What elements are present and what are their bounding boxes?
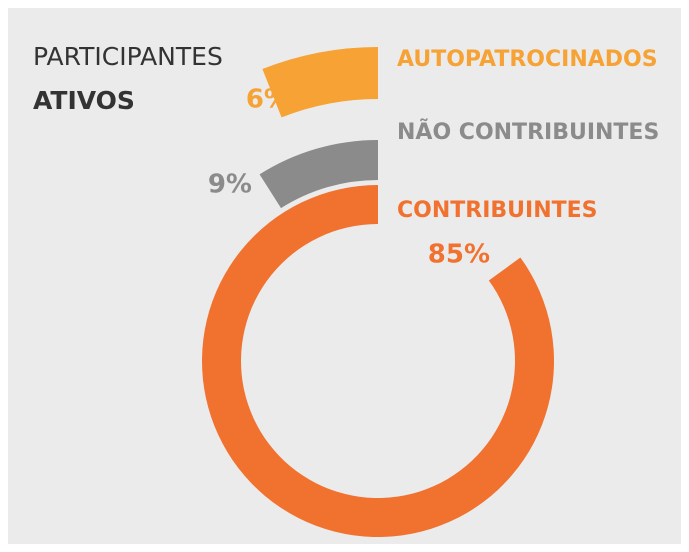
category-label: NÃO CONTRIBUINTES	[397, 119, 659, 145]
chart-title: PARTICIPANTES	[33, 42, 223, 71]
category-label: CONTRIBUINTES	[397, 198, 598, 223]
value-label: 85%	[428, 240, 490, 270]
value-label: 9%	[208, 170, 252, 200]
ring-bar	[259, 140, 378, 209]
category-label: AUTOPATROCINADOS	[397, 47, 658, 72]
value-label: 6%	[246, 85, 290, 115]
chart-title: ATIVOS	[33, 86, 135, 115]
ring-bar	[262, 47, 378, 118]
